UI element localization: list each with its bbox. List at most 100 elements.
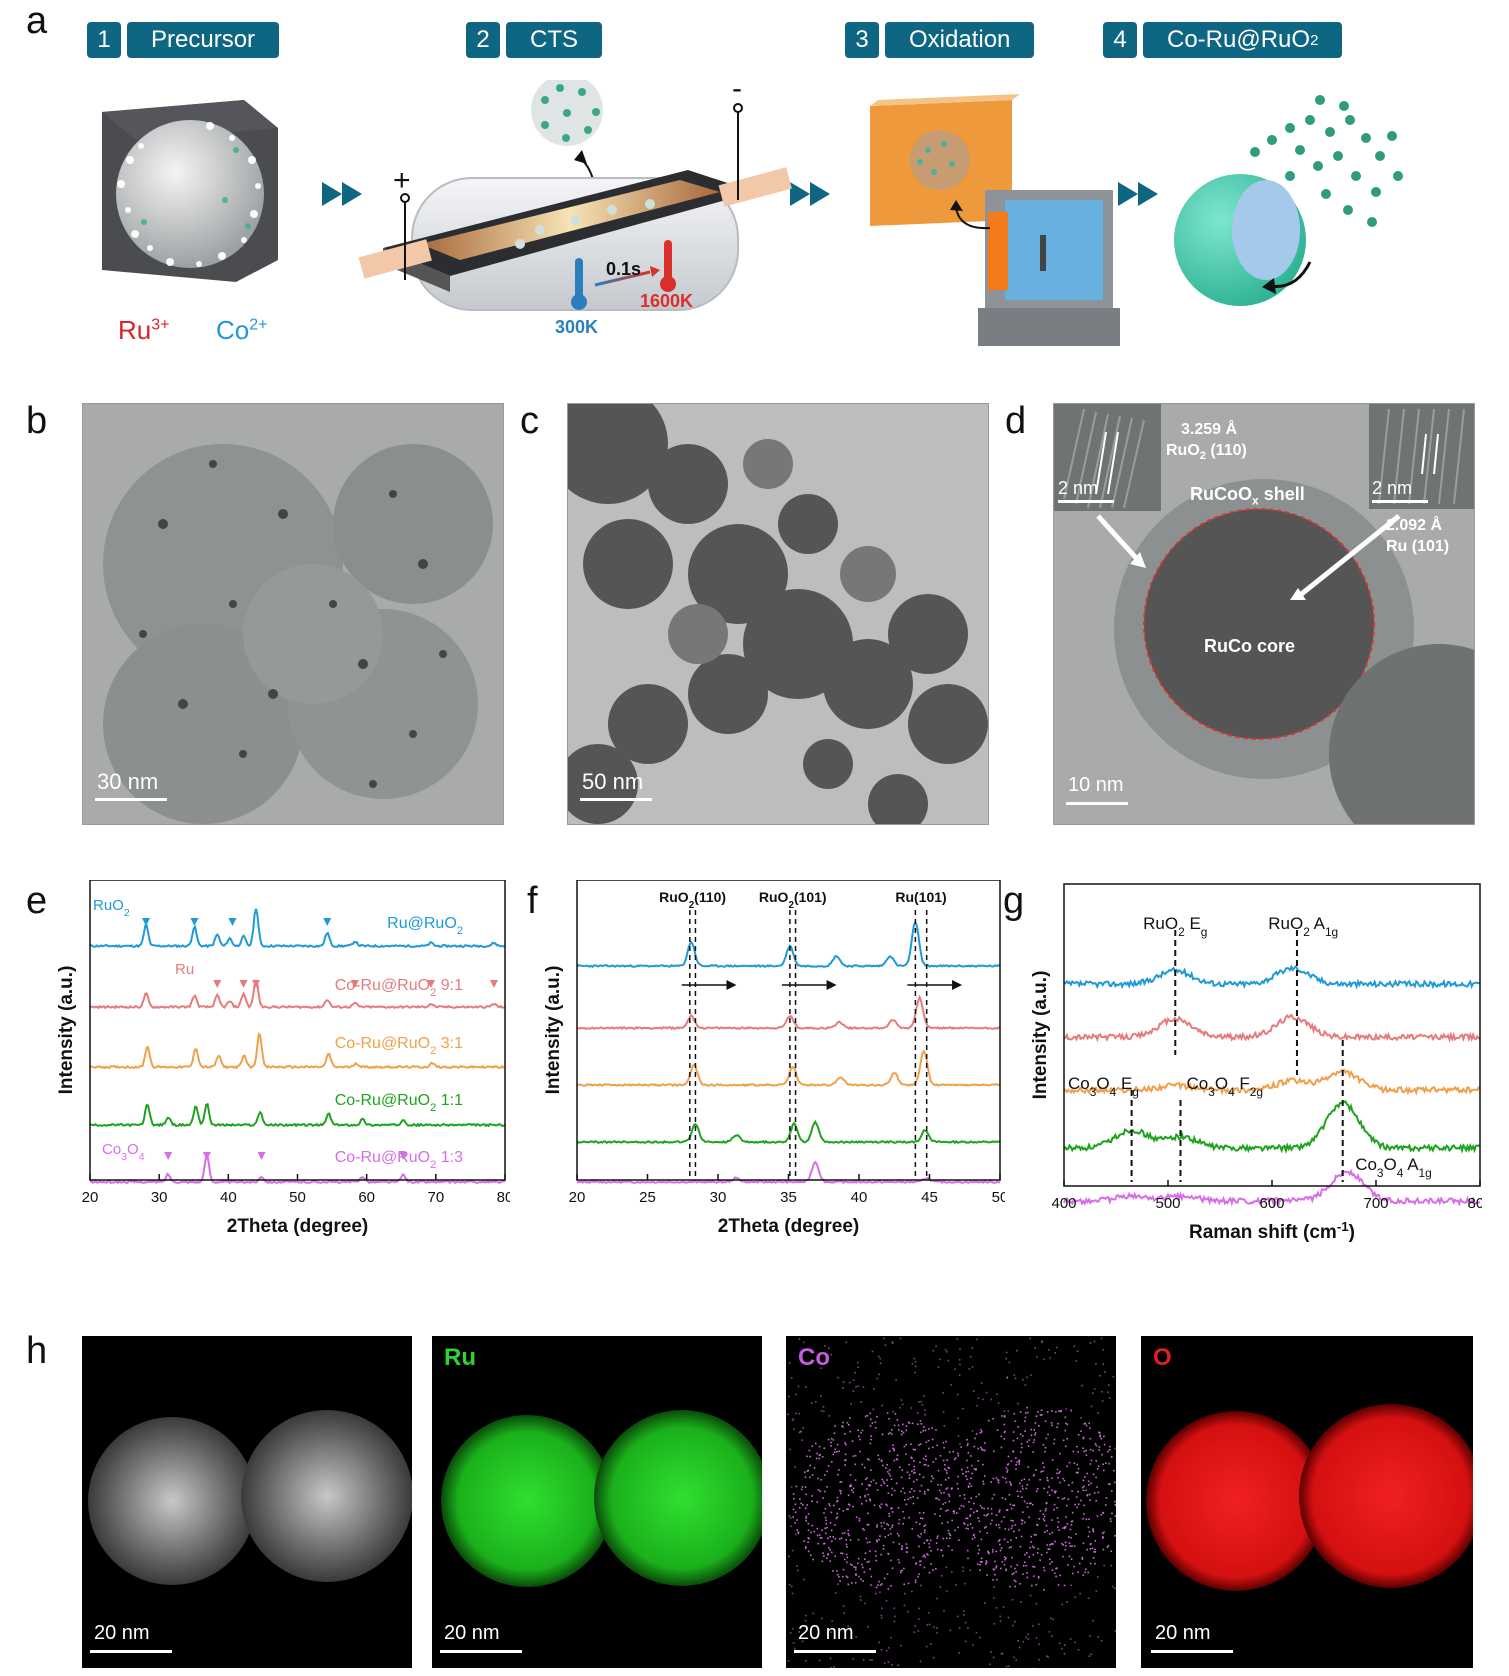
precursor-illustration xyxy=(102,100,278,282)
co-signal-dot xyxy=(805,1520,807,1522)
co-signal-dot xyxy=(936,1548,939,1551)
co-signal-dot xyxy=(852,1455,855,1457)
co-signal-dot xyxy=(957,1615,959,1618)
x-tick-label: 600 xyxy=(1259,1195,1284,1212)
co-signal-dot xyxy=(1076,1471,1079,1474)
co-signal-dot xyxy=(830,1441,832,1444)
co-signal-dot xyxy=(920,1517,922,1519)
co-signal-dot xyxy=(981,1561,983,1563)
co-signal-dot xyxy=(1038,1518,1041,1520)
co-signal-dot xyxy=(1095,1362,1097,1365)
co-signal-dot xyxy=(1084,1568,1087,1571)
co-signal-dot xyxy=(999,1543,1001,1546)
co-signal-dot xyxy=(867,1625,869,1628)
co-signal-dot xyxy=(826,1526,828,1529)
co-signal-dot xyxy=(858,1517,861,1520)
co-signal-dot xyxy=(867,1493,870,1496)
peak-marker xyxy=(257,1152,266,1160)
co-signal-dot xyxy=(800,1502,802,1505)
co-signal-dot xyxy=(1001,1561,1004,1563)
co-signal-dot xyxy=(857,1361,859,1364)
co-signal-dot xyxy=(1035,1602,1038,1605)
co-signal-dot xyxy=(1063,1527,1066,1530)
co-signal-dot xyxy=(1009,1481,1011,1483)
co-signal-dot xyxy=(878,1538,880,1541)
co-signal-dot xyxy=(970,1477,972,1479)
series-line-0 xyxy=(1063,964,1481,990)
co-signal-dot xyxy=(1008,1361,1011,1364)
co-signal-dot xyxy=(891,1567,894,1569)
element-label-o: O xyxy=(1153,1344,1172,1371)
co-signal-dot xyxy=(1052,1543,1054,1545)
co-signal-dot xyxy=(828,1415,831,1417)
co-signal-dot xyxy=(920,1423,923,1425)
co-signal-dot xyxy=(882,1544,885,1547)
co-signal-dot xyxy=(817,1542,819,1545)
co-signal-dot xyxy=(918,1618,920,1620)
co-signal-dot xyxy=(936,1535,939,1537)
co-signal-dot xyxy=(1014,1420,1017,1422)
co-signal-dot xyxy=(932,1569,934,1571)
co-signal-dot xyxy=(940,1484,942,1486)
co-signal-dot xyxy=(804,1486,807,1488)
co-signal-dot xyxy=(880,1617,883,1619)
co-signal-dot xyxy=(1038,1425,1040,1427)
co-signal-dot xyxy=(997,1479,1000,1482)
co-signal-dot xyxy=(979,1432,982,1434)
co-signal-dot xyxy=(987,1419,990,1422)
co-signal-dot xyxy=(990,1481,992,1483)
co-signal-dot xyxy=(1095,1499,1097,1502)
co-signal-dot xyxy=(1114,1504,1116,1506)
co-signal-dot xyxy=(982,1483,985,1485)
co-signal-dot xyxy=(820,1395,822,1397)
co-signal-dot xyxy=(1094,1443,1097,1445)
co-signal-dot xyxy=(1109,1518,1112,1520)
co-signal-dot xyxy=(921,1404,924,1406)
co-signal-dot xyxy=(815,1442,817,1445)
co-signal-dot xyxy=(1104,1504,1107,1506)
tem-image-c: 50 nm xyxy=(567,403,989,825)
co-signal-dot xyxy=(973,1468,976,1470)
co-signal-dot xyxy=(815,1457,818,1460)
co-signal-dot xyxy=(870,1584,872,1586)
co-signal-dot xyxy=(1013,1504,1016,1507)
co-signal-dot xyxy=(1100,1437,1103,1440)
co-signal-dot xyxy=(1092,1392,1094,1394)
co-signal-dot xyxy=(1066,1423,1069,1426)
co-signal-dot xyxy=(980,1382,983,1384)
co-signal-dot xyxy=(861,1503,863,1505)
co-signal-dot xyxy=(985,1391,988,1394)
co-signal-dot xyxy=(890,1533,892,1535)
co-signal-dot xyxy=(803,1578,805,1581)
co-signal-dot xyxy=(1028,1479,1030,1481)
co-signal-dot xyxy=(1022,1379,1024,1381)
co-signal-dot xyxy=(948,1532,950,1535)
co-signal-dot xyxy=(1102,1537,1104,1539)
co-signal-dot xyxy=(794,1466,797,1468)
x-tick-label: 50 xyxy=(289,1189,306,1206)
co-signal-dot xyxy=(834,1592,837,1594)
co-signal-dot xyxy=(1049,1563,1051,1565)
co-signal-dot xyxy=(1000,1547,1003,1549)
co-signal-dot xyxy=(1053,1508,1055,1511)
x-tick-label: 800 xyxy=(1467,1195,1482,1212)
co-signal-dot xyxy=(891,1664,893,1666)
co-signal-dot xyxy=(838,1538,841,1540)
co-signal-dot xyxy=(1021,1485,1024,1488)
co-signal-dot xyxy=(1089,1342,1092,1344)
co-signal-dot xyxy=(876,1377,879,1380)
co-signal-dot xyxy=(922,1457,925,1460)
co-signal-dot xyxy=(1032,1441,1035,1444)
step-number: 4 xyxy=(1103,22,1137,58)
co-signal-dot xyxy=(889,1431,891,1434)
co-signal-dot xyxy=(901,1469,904,1471)
y-axis-title: Intensity (a.u.) xyxy=(1030,971,1051,1100)
co-signal-dot xyxy=(886,1504,888,1507)
co-signal-dot xyxy=(901,1545,903,1547)
co-signal-dot xyxy=(1107,1450,1109,1453)
co-signal-dot xyxy=(985,1561,988,1564)
co-signal-dot xyxy=(876,1489,879,1491)
shift-arrow-head xyxy=(952,980,963,990)
co-signal-dot xyxy=(836,1496,839,1499)
